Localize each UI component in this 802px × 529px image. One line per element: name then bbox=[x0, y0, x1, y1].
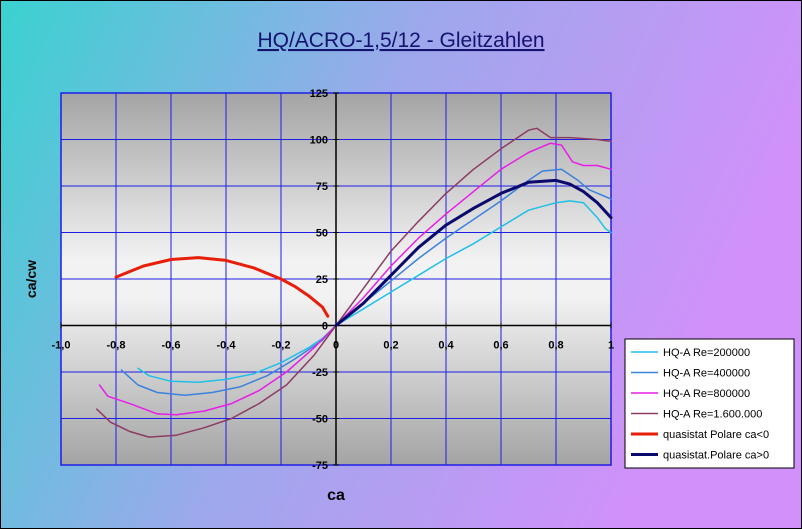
x-tick-label: -0,6 bbox=[162, 340, 181, 352]
legend-label: HQ-A Re=1.600.000 bbox=[663, 409, 762, 421]
legend: HQ-A Re=200000 HQ-A Re=400000 HQ-A Re=8000… bbox=[624, 338, 795, 469]
x-tick-label: -1,0 bbox=[52, 340, 71, 352]
x-tick-label: 0,6 bbox=[493, 340, 508, 352]
y-tick-label: 0 bbox=[322, 321, 328, 333]
y-tick-label: -50 bbox=[312, 414, 328, 426]
y-tick-label: 25 bbox=[316, 274, 328, 286]
series-layer bbox=[96, 127, 613, 438]
x-tick-label: 1 bbox=[608, 340, 614, 352]
legend-box bbox=[624, 338, 795, 469]
series-line-4 bbox=[96, 127, 612, 438]
legend-label: HQ-A Re=400000 bbox=[663, 368, 750, 380]
legend-items: HQ-A Re=200000 HQ-A Re=400000 HQ-A Re=8000… bbox=[631, 347, 769, 462]
y-tick-label: 50 bbox=[316, 228, 328, 240]
x-tick-label: 0,4 bbox=[438, 340, 454, 352]
y-tick-label: -75 bbox=[312, 460, 328, 472]
tick-labels: -1,0 -0,8 -0,6 -0,4 -0,2 0 0,2 0,4 0,6 0,8 1 125 100… bbox=[52, 88, 615, 472]
y-tick-label: -25 bbox=[312, 367, 328, 379]
x-tick-label: -0,2 bbox=[272, 340, 291, 352]
x-tick-label: 0,2 bbox=[383, 340, 398, 352]
series-line-1 bbox=[137, 200, 612, 383]
x-axis-label: ca bbox=[327, 487, 345, 504]
chart-title: HQ/ACRO-1,5/12 - Gleitzahlen bbox=[257, 29, 544, 52]
legend-label: quasistat.Polare ca>0 bbox=[663, 450, 769, 462]
grid bbox=[60, 92, 612, 466]
x-tick-label: 0 bbox=[333, 340, 339, 352]
legend-label: HQ-A Re=800000 bbox=[663, 388, 750, 400]
x-tick-label: -0,8 bbox=[107, 340, 126, 352]
legend-label: HQ-A Re=200000 bbox=[663, 347, 750, 359]
x-tick-label: 0,8 bbox=[548, 340, 563, 352]
y-tick-label: 125 bbox=[310, 88, 328, 100]
series-line-2 bbox=[120, 168, 612, 397]
y-axis-label: ca/cw bbox=[23, 260, 39, 298]
x-tick-label: -0,4 bbox=[217, 340, 237, 352]
series-line-6 bbox=[334, 178, 613, 327]
series-line-3 bbox=[98, 142, 612, 416]
series-line-5 bbox=[114, 256, 330, 318]
y-tick-label: 75 bbox=[316, 181, 328, 193]
legend-label: quasistat Polare ca<0 bbox=[663, 429, 769, 441]
y-tick-label: 100 bbox=[310, 135, 328, 147]
